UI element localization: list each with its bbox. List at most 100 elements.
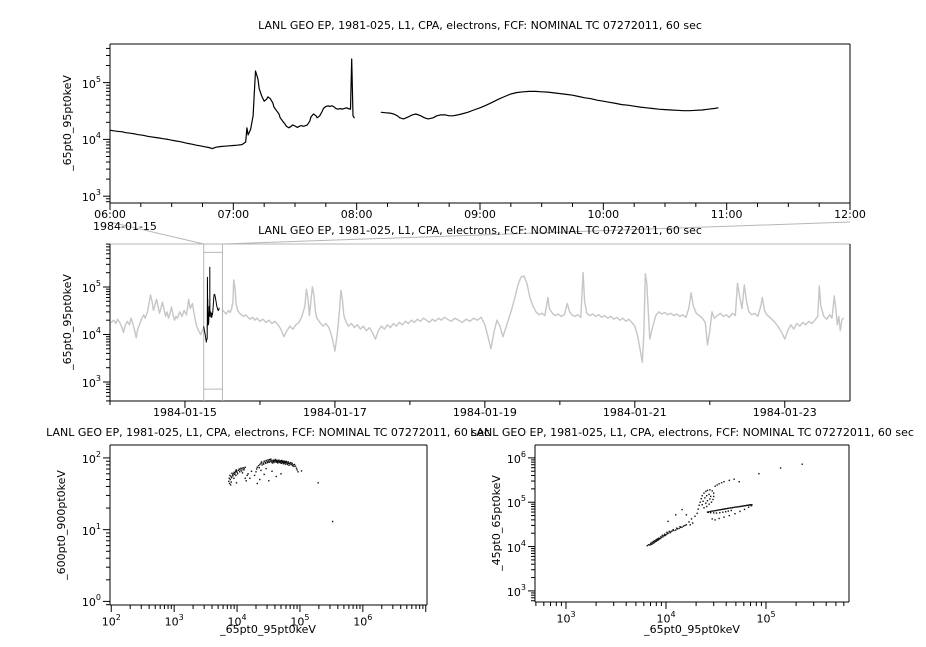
scatter-point	[256, 468, 258, 470]
scatter-point	[741, 505, 743, 507]
tick-label: 103	[81, 374, 101, 390]
scatter-point	[673, 529, 675, 532]
scatter-point	[239, 469, 241, 471]
scatter-point	[664, 534, 666, 537]
tick-label: 11:00	[710, 208, 743, 221]
scatter-point	[647, 544, 650, 546]
scatter-point	[664, 533, 666, 535]
scatter-point	[297, 471, 299, 473]
scatter-point	[282, 461, 284, 463]
scatter-point	[649, 543, 652, 545]
scatter-point	[276, 461, 278, 463]
scatter-point	[287, 461, 289, 463]
scatter-point	[714, 485, 716, 487]
scatter-point	[261, 464, 263, 466]
scatter-point	[650, 542, 652, 544]
scatter-point	[236, 471, 238, 473]
scatter-point	[287, 462, 290, 464]
scatter-point	[260, 461, 263, 463]
scatter-point	[652, 542, 654, 545]
scatter-point	[240, 467, 242, 469]
scatter-point	[732, 506, 734, 509]
y-axis-label-scatter-right: _45pt0_65pt0keV	[490, 475, 503, 571]
scatter-point	[275, 460, 277, 462]
scatter-point	[689, 524, 691, 526]
scatter-point	[738, 481, 740, 483]
context-connector-line	[109, 221, 204, 245]
scatter-point	[273, 460, 275, 462]
scatter-point	[293, 465, 295, 468]
scatter-point	[801, 463, 803, 465]
scatter-point	[280, 473, 282, 475]
scatter-point	[277, 462, 279, 464]
scatter-point	[279, 461, 281, 464]
scatter-point	[779, 467, 782, 469]
scatter-point	[292, 464, 294, 466]
scatter-point	[672, 529, 674, 531]
scatter-point	[278, 460, 280, 462]
scatter-point	[274, 461, 277, 463]
scatter-point	[685, 524, 688, 526]
scatter-point	[275, 475, 277, 478]
scatter-point	[232, 473, 235, 475]
scatter-point	[658, 537, 660, 539]
tick-label: 103	[164, 613, 184, 629]
scatter-point	[228, 482, 231, 485]
scatter-point	[701, 504, 703, 506]
scatter-point	[724, 508, 726, 510]
flux-65-95keV-overview	[110, 294, 204, 339]
scatter-point	[710, 512, 712, 514]
scatter-point	[271, 462, 274, 464]
scatter-point	[738, 505, 741, 508]
context-connector-line	[222, 221, 851, 245]
tick-label: 103	[556, 610, 576, 626]
scatter-point	[266, 461, 269, 464]
scatter-point	[706, 495, 708, 497]
scatter-point	[289, 461, 292, 464]
scatter-point	[707, 511, 709, 514]
scatter-point	[703, 507, 705, 509]
scatter-point	[700, 498, 702, 500]
scatter-point	[271, 470, 273, 472]
scatter-point	[653, 542, 655, 544]
scatter-point	[236, 473, 239, 475]
scatter-point	[249, 477, 251, 479]
tick-label: 102	[101, 613, 121, 629]
scatter-point	[280, 462, 282, 464]
scatter-point	[708, 511, 710, 513]
scatter-point	[740, 505, 742, 508]
scatter-point	[657, 538, 659, 540]
scatter-point	[241, 472, 244, 474]
scatter-point	[265, 462, 267, 464]
scatter-point	[731, 507, 733, 509]
scatter-point	[662, 536, 664, 538]
scatter-point	[230, 477, 233, 479]
scatter-point	[228, 480, 230, 483]
tick-label: 106	[353, 613, 373, 629]
scatter-point	[713, 510, 715, 512]
scatter-point	[679, 526, 681, 528]
scatter-point	[230, 475, 232, 478]
scatter-point	[235, 470, 238, 472]
scatter-point	[234, 473, 236, 476]
panel-title-overview: LANL GEO EP, 1981-025, L1, CPA, electron…	[258, 224, 702, 237]
scatter-point	[715, 509, 718, 512]
scatter-point	[265, 467, 267, 470]
tick-label: 102	[81, 450, 101, 466]
scatter-point	[279, 460, 282, 462]
scatter-point	[273, 461, 275, 464]
scatter-point	[234, 472, 236, 474]
scatter-point	[651, 543, 653, 546]
scatter-point	[698, 504, 700, 506]
scatter-point	[268, 460, 270, 462]
scatter-point	[280, 461, 282, 463]
scatter-point	[742, 505, 744, 507]
scatter-point	[250, 470, 253, 472]
scatter-point	[284, 460, 287, 463]
scatter-point	[228, 477, 230, 479]
scatter-point	[715, 512, 718, 514]
scatter-point	[690, 518, 693, 520]
scatter-point	[285, 461, 287, 463]
